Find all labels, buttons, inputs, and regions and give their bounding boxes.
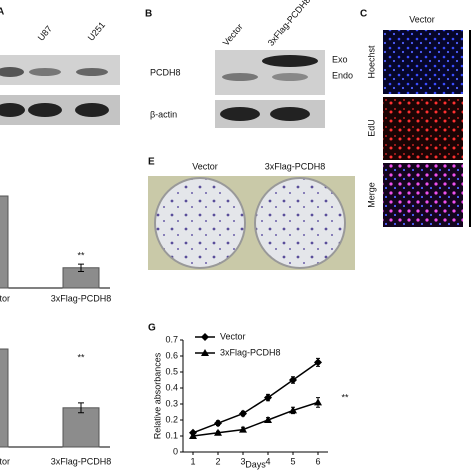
panel-label: A bbox=[0, 7, 4, 18]
category-label: 3xFlag-PCDH8 bbox=[51, 456, 112, 466]
row-label: EdU bbox=[366, 119, 376, 137]
y-tick-label: 0 bbox=[173, 446, 178, 456]
micrograph bbox=[383, 30, 463, 94]
panel-label: C bbox=[360, 9, 367, 20]
micrograph bbox=[383, 97, 463, 160]
y-tick-label: 0.2 bbox=[165, 414, 178, 424]
micrograph bbox=[383, 163, 463, 227]
y-axis-label: Relative absorbances bbox=[152, 352, 162, 439]
x-axis-label: Days bbox=[245, 459, 266, 469]
bar bbox=[0, 195, 9, 289]
x-tick-label: 1 bbox=[190, 456, 195, 466]
lane-label: 3xFlag-PCDH8 bbox=[266, 0, 313, 48]
bar bbox=[0, 348, 9, 448]
category-label: 3xFlag-PCDH8 bbox=[51, 293, 112, 303]
category-label: ector bbox=[0, 456, 10, 466]
marker bbox=[189, 432, 197, 439]
error-bar bbox=[78, 263, 84, 272]
row-label: PCDH8 bbox=[150, 67, 181, 77]
x-tick-label: 2 bbox=[215, 456, 220, 466]
marker bbox=[214, 428, 222, 436]
bar bbox=[62, 407, 100, 448]
band bbox=[29, 68, 61, 76]
y-tick-label: 0.7 bbox=[165, 334, 178, 344]
marker bbox=[264, 393, 272, 402]
band bbox=[0, 67, 24, 77]
band bbox=[76, 68, 108, 76]
y-tick-label: 0.3 bbox=[165, 398, 178, 408]
plate bbox=[154, 177, 246, 269]
category-label: ector bbox=[0, 293, 10, 303]
column-title: Vector bbox=[409, 14, 435, 24]
band bbox=[28, 103, 62, 117]
marker bbox=[289, 406, 297, 414]
marker bbox=[201, 349, 209, 356]
y-tick-label: 0.1 bbox=[165, 430, 178, 440]
band bbox=[270, 107, 310, 121]
band bbox=[222, 73, 258, 81]
series-line bbox=[192, 361, 319, 434]
lane-label: Vector bbox=[221, 22, 245, 48]
marker bbox=[239, 425, 247, 433]
marker bbox=[314, 398, 322, 406]
series-line bbox=[192, 401, 319, 437]
row-label: Hoechst bbox=[366, 45, 376, 79]
marker bbox=[264, 416, 272, 423]
panel-label: B bbox=[145, 9, 152, 20]
y-tick-label: 0.6 bbox=[165, 350, 178, 360]
x-tick-label: 5 bbox=[290, 456, 295, 466]
x-tick-label: 4 bbox=[265, 456, 270, 466]
row-label: Merge bbox=[366, 182, 376, 208]
legend-label: 3xFlag-PCDH8 bbox=[220, 347, 281, 357]
band-label: Endo bbox=[332, 70, 353, 80]
x-tick-label: 3 bbox=[240, 456, 245, 466]
charts: ector 3xFlag-PCDH8 ** ector 3xFlag-PCDH8 ** 0 0… bbox=[0, 195, 349, 469]
row-label: β-actin bbox=[150, 109, 177, 119]
band-label: Exo bbox=[332, 54, 348, 64]
marker bbox=[314, 358, 322, 367]
lane-label: U251 bbox=[86, 20, 107, 43]
annotation: ** bbox=[341, 392, 349, 402]
y-tick-label: 0.4 bbox=[165, 382, 178, 392]
error-bar bbox=[78, 402, 84, 414]
band bbox=[0, 103, 25, 117]
column-label: Vector bbox=[192, 161, 218, 171]
legend-label: Vector bbox=[220, 331, 246, 341]
annotation: ** bbox=[77, 352, 85, 362]
band bbox=[220, 107, 260, 121]
marker bbox=[201, 333, 209, 341]
band bbox=[75, 103, 109, 117]
marker bbox=[239, 409, 247, 418]
marker bbox=[289, 376, 297, 384]
panel-label: G bbox=[148, 323, 156, 334]
x-tick-label: 6 bbox=[315, 456, 320, 466]
marker bbox=[214, 419, 222, 428]
band bbox=[262, 55, 318, 67]
annotation: ** bbox=[77, 250, 85, 260]
band bbox=[272, 73, 308, 81]
column-label: 3xFlag-PCDH8 bbox=[265, 161, 326, 171]
lane-label: U87 bbox=[36, 24, 54, 43]
panel-label: E bbox=[148, 157, 155, 168]
y-tick-label: 0.5 bbox=[165, 366, 178, 376]
plate bbox=[254, 177, 346, 269]
